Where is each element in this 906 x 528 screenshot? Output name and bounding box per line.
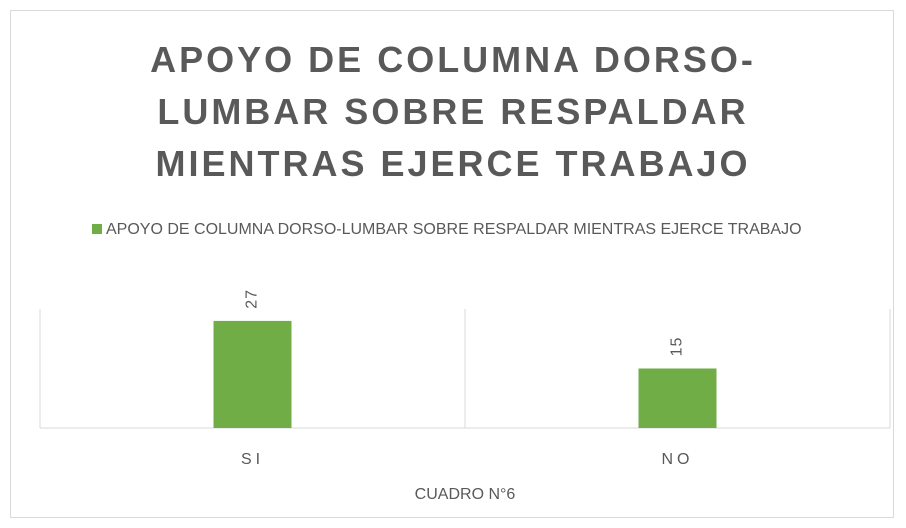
chart-border bbox=[10, 10, 894, 518]
data-label: 27 bbox=[244, 289, 261, 309]
legend-swatch bbox=[92, 224, 102, 234]
legend-label: APOYO DE COLUMNA DORSO-LUMBAR SOBRE RESP… bbox=[106, 221, 802, 238]
x-tick-label: SI bbox=[241, 451, 264, 468]
legend: APOYO DE COLUMNA DORSO-LUMBAR SOBRE RESP… bbox=[92, 218, 882, 242]
x-axis-label: CUADRO N°6 bbox=[415, 486, 516, 503]
data-label: 15 bbox=[669, 337, 686, 357]
chart-title: APOYO DE COLUMNA DORSO-LUMBAR SOBRE RESP… bbox=[150, 39, 756, 184]
bar bbox=[638, 368, 717, 428]
bar bbox=[213, 320, 292, 428]
x-tick-label: NO bbox=[662, 451, 694, 468]
